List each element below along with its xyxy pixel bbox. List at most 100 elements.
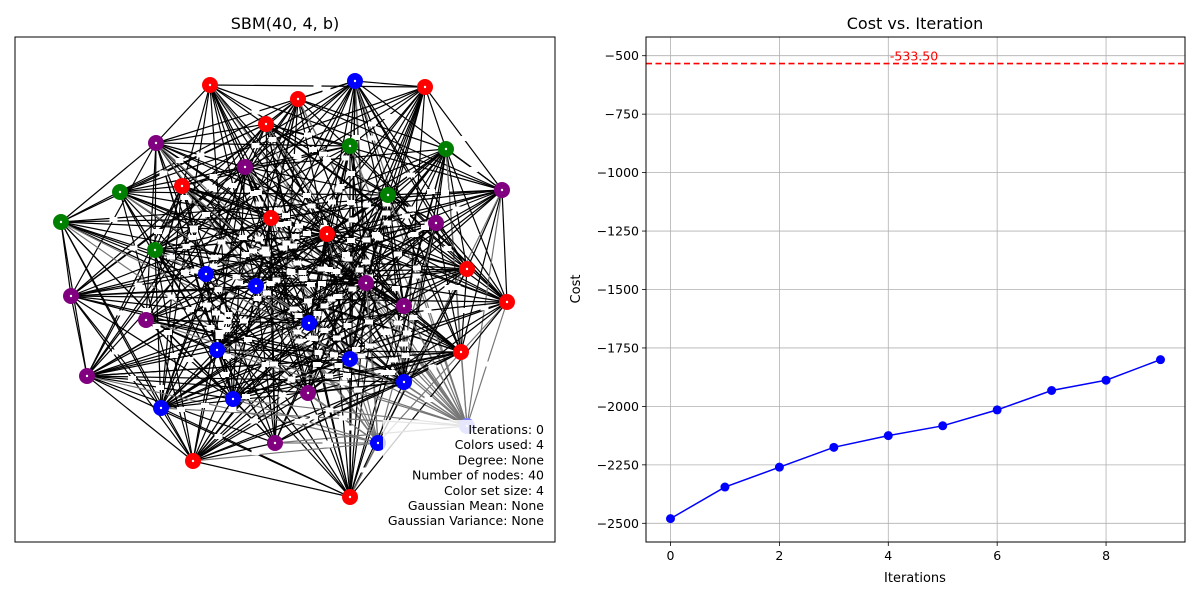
edge-weight-label [452,206,461,212]
info-line: Color set size: 4 [444,483,544,498]
edge-weight-label [295,338,304,344]
edge-weight-label [209,263,218,269]
edge-weight-label [134,282,143,288]
edge-weight-label [346,425,354,431]
edge-weight-label [382,210,391,216]
info-line: Colors used: 4 [455,437,544,452]
edge-weight-label [156,385,164,390]
y-tick-label: −1250 [597,224,639,239]
edge-weight-label [293,329,302,335]
edge-weight-label [368,121,376,127]
graph-node-label [307,321,311,325]
graph-edge [60,221,194,462]
edge-weight-label [380,370,389,375]
graph-node-label [348,495,352,499]
graph-edge [192,358,351,462]
edge-weight-label [320,303,329,309]
edge-weight-label [293,154,302,159]
edge-weight-label [244,337,252,342]
edge-weight-label [278,392,287,398]
edge-weight-label [242,394,250,399]
edge-weight-label [294,313,303,318]
edge-weight-label [217,239,226,245]
edge-weight-label [209,174,218,179]
cost-series [666,355,1165,524]
edge-weight-label [262,251,271,257]
edge-weight-label [343,323,352,328]
graph-edge [216,349,405,383]
edge-weight-label [109,217,118,222]
edge-weight-label [352,135,360,140]
edge-weight-label [421,225,429,230]
edge-weight-label [480,305,489,311]
graph-node-label [269,216,273,220]
edge-weight-label [175,158,184,163]
y-axis-label: Cost [569,275,584,304]
graph-node-label [325,232,329,236]
graph-edge [181,185,508,303]
graph-edge [365,282,379,444]
graph-edge [192,460,351,498]
edge-weight-label [294,419,303,424]
y-tick-label: −2000 [597,399,639,414]
graph-edge [192,442,379,462]
graph-node-label [273,441,277,445]
edge-weight-label [313,83,322,89]
graph-edge [86,375,309,394]
graph-node-label [215,348,219,352]
graph-edge [160,282,367,409]
edge-weight-label [443,246,452,251]
edge-weight-label [279,245,288,251]
edge-weight-label [307,282,315,287]
cost-chart-grid [646,37,1185,542]
edge-weight-label [303,193,311,198]
edge-weight-label [333,335,341,341]
graph-node-label [364,281,368,285]
edge-weight-label [206,184,215,190]
edge-weight-label [313,362,321,367]
edge-weight-label [185,357,194,362]
edge-weight-label [196,152,205,158]
edge-weight-label [251,450,260,455]
edge-weight-label [318,281,326,286]
graph-edge [424,86,447,150]
edge-weight-label [325,373,333,379]
graph-edge [60,189,503,223]
cost-line [670,358,1161,520]
edge-weight-label [261,362,270,367]
cost-point [774,462,784,472]
edge-weight-label [159,170,168,176]
edge-weight-label [383,114,392,119]
x-tick-label: 0 [667,548,675,563]
edge-weight-label [314,350,323,355]
graph-edge [244,166,389,196]
edge-weight-label [287,269,295,274]
edge-weight-label [266,281,275,286]
graph-edge [155,84,211,144]
edge-weight-label [459,136,468,141]
edge-weight-label [452,285,461,290]
info-line: Gaussian Variance: None [388,513,544,528]
edge-weight-label [355,267,364,273]
graph-edge [160,305,405,409]
graph-node-label [402,380,406,384]
graph-node-label [231,397,235,401]
edge-weight-label [381,330,389,335]
edge-weight-label [295,223,303,229]
edge-weight-label [202,212,210,217]
edge-weight-label [394,320,402,326]
edge-weight-label [334,187,343,193]
edge-weight-label [214,287,223,292]
edge-weight-label [212,310,220,316]
y-tick-label: −500 [605,48,639,63]
reference-line-group: -533.50 [646,49,1185,65]
edge-weight-label [383,220,392,226]
graph-edge [60,142,157,223]
graph-node-label [180,184,184,188]
edge-weight-label [287,376,296,382]
edge-weight-label [117,310,125,316]
edge-weight-label [274,207,282,213]
graph-edge [244,86,426,168]
edge-weight-label [325,407,334,413]
